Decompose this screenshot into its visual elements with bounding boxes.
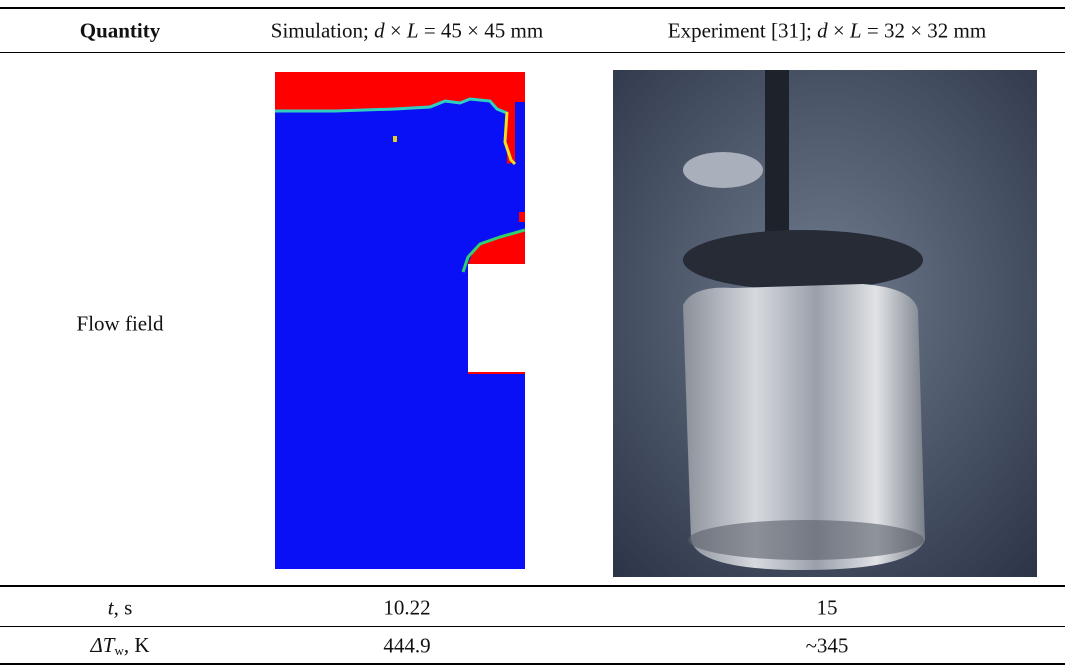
body-rule (0, 585, 1065, 587)
quantity-cell: t, s (108, 596, 133, 621)
value-cell: 15 (816, 595, 838, 620)
header-cell: Quantity (80, 19, 161, 44)
quantity-text: , K (123, 633, 150, 657)
header-text: = 45 × 45 mm (418, 18, 544, 43)
header-text: d (817, 18, 828, 43)
header-cell: Simulation; d × L = 45 × 45 mm (271, 19, 543, 44)
header-text: Experiment [31]; (667, 18, 818, 43)
row-rule (0, 626, 1065, 627)
header-text: L (406, 18, 419, 43)
value-cell: ~345 (805, 633, 849, 658)
quantity-cell: ΔTw, K (90, 633, 149, 659)
header-rule (0, 52, 1065, 53)
header-text: = 32 × 32 mm (861, 18, 987, 43)
top-rule (0, 7, 1065, 9)
header-cell: Experiment [31]; d × L = 32 × 32 mm (668, 19, 986, 44)
quantity-text: ΔT (90, 633, 115, 657)
quantity-text: , s (113, 595, 133, 620)
header-text: Quantity (79, 18, 161, 43)
quantity-text: t (107, 595, 114, 620)
simulation-image (275, 72, 525, 569)
quantity-subscript: w (114, 643, 124, 658)
header-text: d (374, 18, 385, 43)
bottom-rule (0, 663, 1065, 665)
header-text: Simulation; (270, 18, 375, 43)
header-text: × (827, 18, 850, 43)
quantity-cell: Flow field (77, 312, 164, 337)
header-text: L (849, 18, 862, 43)
value-cell: 10.22 (383, 595, 431, 620)
experiment-photo (613, 70, 1037, 577)
header-text: × (384, 18, 407, 43)
quantity-text: Flow field (76, 311, 164, 336)
value-cell: 444.9 (383, 633, 431, 658)
